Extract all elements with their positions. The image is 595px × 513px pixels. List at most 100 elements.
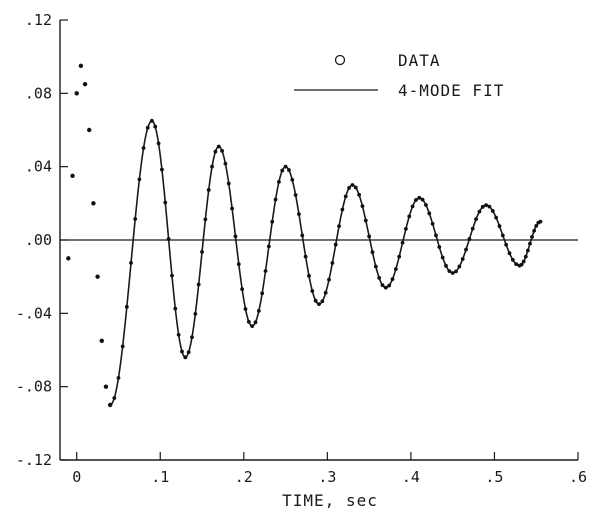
y-ticks: .12 .08 .04 .00 -.04 -.08 -.12	[16, 11, 68, 469]
data-point	[87, 127, 92, 133]
data-point	[273, 197, 278, 202]
data-point	[487, 204, 492, 209]
data-point	[160, 167, 164, 172]
data-point	[236, 262, 241, 266]
data-point	[112, 396, 117, 400]
data-point	[103, 384, 109, 389]
data-point	[457, 264, 462, 269]
data-point	[494, 215, 499, 220]
data-point	[367, 234, 372, 239]
data-point	[519, 262, 524, 267]
data-point	[243, 307, 248, 311]
y-tick-label: -.04	[16, 304, 52, 322]
data-point	[407, 214, 412, 219]
x-tick-label: .3	[318, 468, 336, 486]
data-point	[283, 164, 288, 169]
plot-area: .12 .08 .04 .00 -.04 -.08 -.12 0 .1 .2 .3 .4 .5 .6	[16, 11, 587, 486]
data-point	[186, 350, 191, 355]
legend-label-data: DATA	[398, 51, 441, 70]
data-point	[203, 217, 208, 222]
data-point	[454, 269, 458, 274]
data-point	[484, 203, 488, 208]
data-point	[327, 277, 331, 282]
data-point	[347, 186, 351, 190]
data-point	[246, 319, 251, 324]
data-point	[460, 257, 465, 261]
data-point	[307, 273, 311, 278]
data-point	[206, 188, 211, 192]
data-point	[193, 311, 198, 316]
x-ticks: 0 .1 .2 .3 .4 .5 .6	[72, 452, 587, 486]
data-point	[170, 273, 174, 278]
data-point	[393, 267, 398, 272]
data-point	[196, 282, 201, 287]
data-point	[523, 254, 528, 259]
data-point	[521, 259, 526, 264]
data-point	[437, 245, 442, 249]
data-point	[124, 304, 129, 309]
data-point	[530, 234, 534, 239]
data-point	[313, 298, 318, 303]
data-point	[353, 185, 358, 190]
y-tick-label: .00	[25, 231, 52, 249]
data-point	[74, 91, 79, 96]
data-point	[213, 149, 218, 154]
data-point	[150, 118, 154, 123]
data-point	[137, 177, 142, 182]
data-point	[156, 141, 161, 146]
data-point	[226, 181, 231, 186]
y-tick-label: .04	[25, 158, 52, 176]
data-point	[320, 299, 325, 304]
data-point	[387, 283, 392, 288]
data-point	[266, 244, 271, 249]
data-point	[504, 242, 509, 247]
data-point	[470, 226, 475, 231]
data-point	[440, 255, 445, 260]
data-point	[390, 277, 395, 281]
data-point	[538, 219, 543, 224]
data-point	[323, 290, 328, 295]
data-point	[330, 261, 335, 265]
data-point	[82, 81, 88, 87]
y-tick-label: -.12	[16, 451, 52, 469]
data-point	[141, 146, 146, 150]
data-point	[350, 183, 355, 187]
data-point	[474, 217, 478, 222]
data-point	[417, 195, 422, 200]
data-point	[403, 226, 408, 231]
data-point	[260, 291, 265, 296]
data-point	[317, 302, 321, 307]
data-point	[340, 207, 345, 212]
data-point	[116, 375, 121, 380]
data-point	[477, 209, 482, 214]
data-point	[280, 168, 285, 173]
data-point	[532, 228, 537, 233]
legend-label-fit: 4-MODE FIT	[398, 81, 504, 100]
data-point	[424, 203, 428, 207]
data-point	[166, 237, 171, 241]
fit-line-series	[109, 119, 541, 406]
data-point	[310, 289, 315, 293]
data-point	[91, 201, 96, 206]
data-point	[420, 197, 425, 202]
data-point	[66, 256, 71, 261]
data-points-series	[66, 63, 543, 408]
legend-marker-data	[334, 54, 346, 66]
data-point	[233, 234, 238, 239]
data-point	[183, 355, 188, 360]
data-point	[357, 192, 362, 197]
data-point	[95, 274, 100, 279]
x-tick-label: .1	[151, 468, 169, 486]
data-point	[360, 204, 365, 209]
data-point	[414, 198, 418, 202]
data-point	[176, 332, 181, 337]
data-point	[434, 233, 438, 238]
data-point	[287, 168, 291, 172]
data-point	[507, 251, 512, 256]
data-point	[70, 173, 75, 179]
data-point	[78, 63, 84, 69]
data-point	[380, 283, 385, 288]
x-tick-label: .2	[235, 468, 253, 486]
data-point	[145, 125, 150, 130]
x-tick-label: .5	[485, 468, 503, 486]
